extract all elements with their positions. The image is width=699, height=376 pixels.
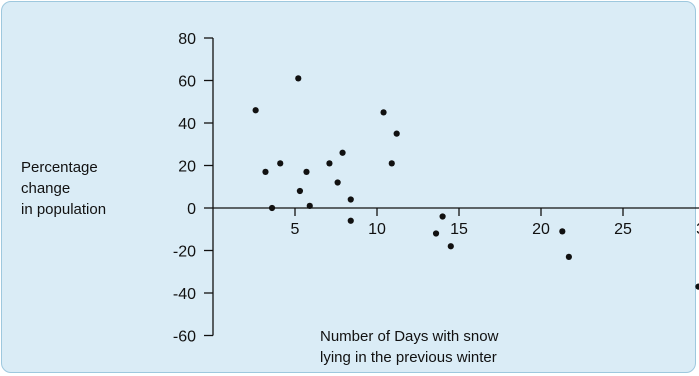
y-tick-label: -20: [173, 244, 196, 261]
data-point: [565, 253, 572, 260]
data-point: [439, 213, 446, 220]
data-point: [388, 160, 395, 167]
y-tick-label: -40: [173, 286, 196, 303]
data-point: [695, 283, 699, 290]
data-point: [252, 107, 259, 114]
x-axis-title: Number of Days with snow lying in the pr…: [320, 328, 499, 366]
x-tick-label: 10: [368, 221, 386, 238]
data-point: [268, 204, 276, 212]
data-point: [347, 217, 354, 224]
data-point: [295, 75, 302, 82]
x-tick-label: 5: [291, 221, 300, 238]
y-axis-title: Percentage change in population: [21, 159, 106, 218]
data-point: [432, 230, 440, 237]
data-point: [339, 149, 346, 156]
data-point: [303, 168, 310, 175]
x-tick-label: 20: [532, 221, 550, 238]
y-tick-label: 0: [187, 201, 196, 218]
data-point: [277, 160, 284, 167]
y-tick-label: -60: [173, 329, 196, 346]
y-axis-title-line-2: change: [21, 180, 70, 197]
axes: 80 60 40 20 0 -20 -40 -60 5 10 15 20 25 30: [173, 31, 699, 346]
x-tick-label: 30: [696, 221, 699, 238]
y-tick-label: 60: [178, 74, 196, 91]
x-tick-label: 25: [614, 221, 632, 238]
x-tick-label: 15: [450, 221, 468, 238]
data-point: [296, 187, 304, 195]
data-point: [306, 202, 313, 209]
y-tick-label: 80: [178, 31, 196, 48]
data-point: [380, 109, 387, 116]
data-point: [347, 196, 354, 203]
data-points: [252, 75, 699, 290]
y-axis-title-line-1: Percentage: [21, 159, 98, 176]
y-axis-title-line-3: in population: [21, 201, 106, 218]
y-tick-label: 20: [178, 159, 196, 176]
data-point: [326, 160, 333, 167]
data-point: [262, 168, 269, 175]
x-axis-title-line-1: Number of Days with snow: [320, 328, 499, 345]
data-point: [447, 243, 454, 250]
x-axis-title-line-2: lying in the previous winter: [320, 349, 497, 366]
y-tick-label: 40: [178, 116, 196, 133]
data-point: [559, 228, 566, 235]
data-point: [334, 179, 341, 186]
data-point: [393, 130, 400, 137]
